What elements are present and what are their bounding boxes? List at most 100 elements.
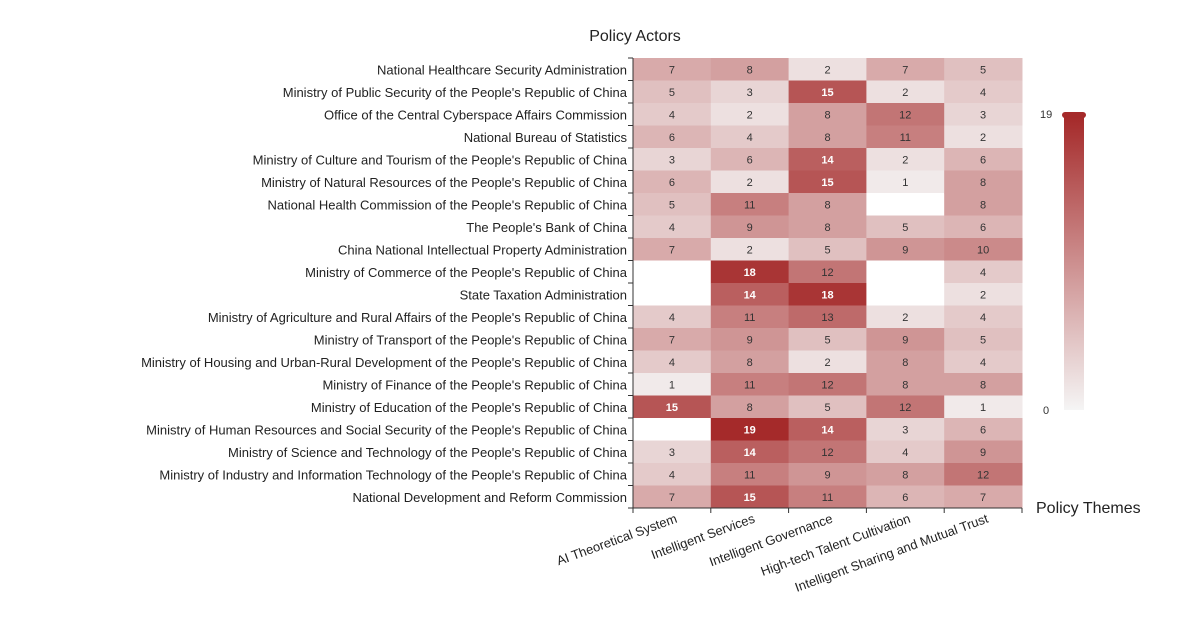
heatmap-cell[interactable]	[710, 350, 790, 374]
heatmap-cell[interactable]	[788, 373, 867, 396]
visual-map-handle-top[interactable]	[1062, 112, 1086, 118]
heatmap-cell-empty[interactable]	[866, 260, 945, 284]
heatmap-cell[interactable]	[944, 350, 1023, 374]
heatmap-cell[interactable]	[788, 80, 867, 104]
heatmap-cell[interactable]	[866, 125, 945, 149]
heatmap-cell[interactable]	[710, 103, 790, 126]
heatmap-cell-empty[interactable]	[866, 283, 945, 306]
heatmap-cell[interactable]	[788, 350, 867, 374]
heatmap-cell[interactable]	[633, 373, 712, 396]
heatmap-cell[interactable]	[866, 238, 945, 261]
heatmap-cell-empty[interactable]	[633, 283, 711, 306]
heatmap-cell[interactable]	[710, 238, 790, 261]
heatmap-cell[interactable]	[710, 418, 790, 441]
heatmap-cell[interactable]	[710, 58, 790, 81]
heatmap-cell[interactable]	[710, 283, 790, 306]
heatmap-cell[interactable]	[866, 373, 945, 396]
heatmap-cell[interactable]	[944, 418, 1023, 441]
heatmap-cell[interactable]	[788, 260, 867, 284]
heatmap-cell[interactable]	[788, 328, 867, 351]
heatmap-cell[interactable]	[788, 170, 867, 194]
heatmap-cell[interactable]	[710, 305, 790, 329]
heatmap-cell[interactable]	[866, 328, 945, 351]
heatmap-cell-empty[interactable]	[633, 260, 711, 284]
heatmap-cell[interactable]	[944, 395, 1023, 419]
heatmap-cell[interactable]	[944, 328, 1023, 351]
heatmap-cell[interactable]	[633, 193, 712, 216]
heatmap-cell[interactable]	[866, 485, 945, 509]
heatmap-cell[interactable]	[633, 58, 712, 81]
heatmap-cell[interactable]	[944, 283, 1023, 306]
heatmap-cell[interactable]	[944, 80, 1023, 104]
heatmap-cell[interactable]	[866, 170, 945, 194]
heatmap-cell[interactable]	[633, 238, 712, 261]
heatmap-cell[interactable]	[788, 238, 867, 261]
heatmap-cell[interactable]	[944, 238, 1023, 261]
heatmap-cell[interactable]	[944, 440, 1023, 464]
heatmap-cell[interactable]	[944, 485, 1023, 509]
heatmap-cell[interactable]	[710, 125, 790, 149]
heatmap-cell[interactable]	[788, 463, 867, 486]
heatmap-cell[interactable]	[866, 148, 945, 171]
heatmap-cell[interactable]	[866, 305, 945, 329]
heatmap-cell[interactable]	[866, 463, 945, 486]
heatmap-cell[interactable]	[788, 283, 867, 306]
heatmap-cell[interactable]	[633, 103, 712, 126]
heatmap-cell[interactable]	[788, 193, 867, 216]
heatmap-cell[interactable]	[944, 193, 1023, 216]
heatmap-cell[interactable]	[710, 328, 790, 351]
heatmap-cell[interactable]	[866, 440, 945, 464]
heatmap-cell[interactable]	[944, 58, 1023, 81]
heatmap-cell[interactable]	[788, 440, 867, 464]
heatmap-cell[interactable]	[633, 350, 712, 374]
heatmap-cell[interactable]	[788, 125, 867, 149]
heatmap-cell[interactable]	[866, 215, 945, 239]
heatmap-cell[interactable]	[788, 305, 867, 329]
heatmap-cell[interactable]	[944, 170, 1023, 194]
heatmap-cell[interactable]	[710, 463, 790, 486]
heatmap-cell[interactable]	[710, 440, 790, 464]
heatmap-cell[interactable]	[710, 395, 790, 419]
heatmap-cell[interactable]	[710, 260, 790, 284]
heatmap-cell[interactable]	[633, 125, 712, 149]
heatmap-cell[interactable]	[866, 80, 945, 104]
heatmap-cell[interactable]	[788, 148, 867, 171]
heatmap-cell[interactable]	[866, 350, 945, 374]
heatmap-cell[interactable]	[944, 463, 1023, 486]
heatmap-cell[interactable]	[866, 418, 945, 441]
heatmap-cell[interactable]	[633, 463, 712, 486]
heatmap-cell[interactable]	[633, 485, 712, 509]
heatmap-cell[interactable]	[633, 80, 712, 104]
heatmap-cell[interactable]	[710, 193, 790, 216]
heatmap-cell[interactable]	[788, 103, 867, 126]
heatmap-cell[interactable]	[633, 170, 712, 194]
heatmap-cell[interactable]	[944, 215, 1023, 239]
heatmap-cell[interactable]	[710, 215, 790, 239]
heatmap-cell[interactable]	[788, 395, 867, 419]
heatmap-cell[interactable]	[944, 260, 1023, 284]
heatmap-cell[interactable]	[633, 215, 712, 239]
heatmap-cell[interactable]	[944, 148, 1023, 171]
heatmap-cell[interactable]	[710, 80, 790, 104]
visual-map[interactable]: 19 0	[1040, 109, 1086, 417]
heatmap-cell[interactable]	[633, 148, 712, 171]
heatmap-cell[interactable]	[944, 373, 1023, 396]
heatmap-cell[interactable]	[866, 395, 945, 419]
heatmap-cell[interactable]	[944, 103, 1023, 126]
heatmap-cell[interactable]	[710, 170, 790, 194]
heatmap-cell[interactable]	[788, 418, 867, 441]
heatmap-cell[interactable]	[944, 305, 1023, 329]
visual-map-gradient-bar[interactable]	[1064, 117, 1084, 410]
heatmap-cell-empty[interactable]	[866, 193, 945, 216]
heatmap-cell[interactable]	[633, 395, 712, 419]
heatmap-cell[interactable]	[866, 58, 945, 81]
heatmap-cell[interactable]	[788, 485, 867, 509]
heatmap-cell[interactable]	[944, 125, 1023, 149]
heatmap-cell[interactable]	[710, 373, 790, 396]
heatmap-cell[interactable]	[633, 328, 712, 351]
heatmap-cell[interactable]	[788, 215, 867, 239]
heatmap-cell-empty[interactable]	[633, 418, 711, 441]
heatmap-cell[interactable]	[710, 485, 790, 509]
heatmap-cell[interactable]	[788, 58, 867, 81]
heatmap-cell[interactable]	[633, 440, 712, 464]
